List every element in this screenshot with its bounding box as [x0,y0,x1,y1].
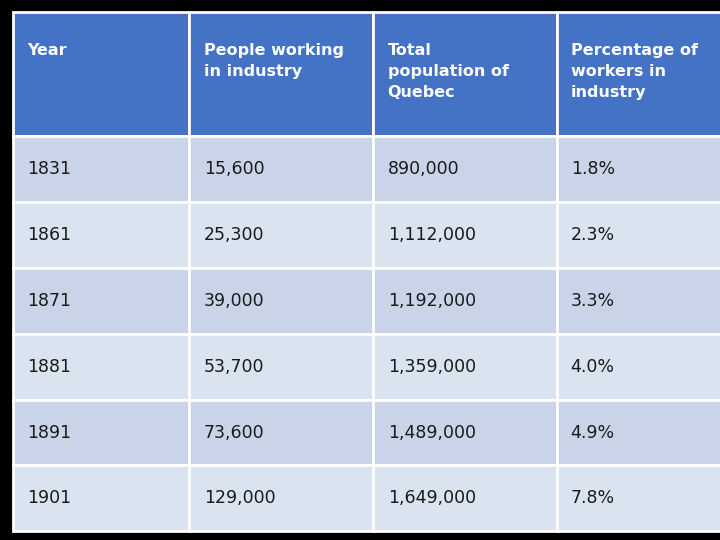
Bar [13,268,189,334]
Text: 1,649,000: 1,649,000 [387,489,476,508]
Bar [557,334,720,400]
Text: Total
population of
Quebec: Total population of Quebec [387,43,508,100]
Bar [373,334,557,400]
Bar [189,202,373,268]
Text: 1,359,000: 1,359,000 [387,357,476,376]
Bar [13,136,189,202]
Text: Year: Year [27,43,67,58]
Bar [13,465,189,531]
Bar [189,136,373,202]
Bar [189,12,373,136]
Text: Percentage of
workers in
industry: Percentage of workers in industry [571,43,698,100]
Bar [189,400,373,465]
Text: 1,489,000: 1,489,000 [387,423,476,442]
Text: 1881: 1881 [27,357,71,376]
Bar [373,400,557,465]
Bar [557,465,720,531]
Text: 15,600: 15,600 [204,160,265,178]
Text: 1,112,000: 1,112,000 [387,226,476,244]
Text: 7.8%: 7.8% [571,489,615,508]
Bar [189,334,373,400]
Bar [189,465,373,531]
Bar [13,12,189,136]
Bar [373,136,557,202]
Bar [373,465,557,531]
Text: 1901: 1901 [27,489,71,508]
Text: 1861: 1861 [27,226,71,244]
Text: 39,000: 39,000 [204,292,265,310]
Text: 1,192,000: 1,192,000 [387,292,476,310]
Bar [13,202,189,268]
Bar [13,334,189,400]
Text: 1871: 1871 [27,292,71,310]
Text: 4.0%: 4.0% [571,357,615,376]
Text: 1.8%: 1.8% [571,160,615,178]
Text: 73,600: 73,600 [204,423,265,442]
Bar [373,12,557,136]
Text: People working
in industry: People working in industry [204,43,344,79]
Text: 1891: 1891 [27,423,71,442]
Text: 2.3%: 2.3% [571,226,615,244]
Text: 1831: 1831 [27,160,71,178]
Text: 4.9%: 4.9% [571,423,615,442]
Bar [557,400,720,465]
Bar [13,400,189,465]
Text: 129,000: 129,000 [204,489,276,508]
Bar [373,268,557,334]
Text: 25,300: 25,300 [204,226,264,244]
Bar [557,202,720,268]
Bar [557,136,720,202]
Bar [557,12,720,136]
Text: 890,000: 890,000 [387,160,459,178]
Bar [373,202,557,268]
Text: 3.3%: 3.3% [571,292,615,310]
Text: 53,700: 53,700 [204,357,264,376]
Bar [189,268,373,334]
Bar [557,268,720,334]
